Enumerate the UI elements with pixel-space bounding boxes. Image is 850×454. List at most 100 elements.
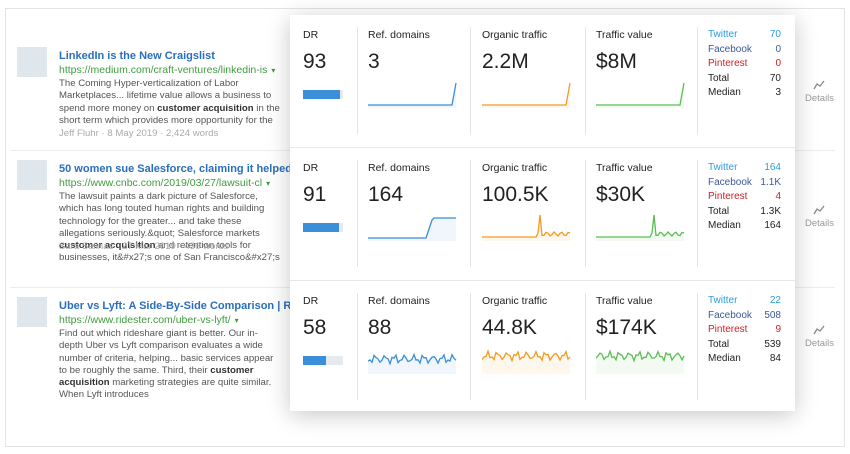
- social-value: 84: [769, 353, 781, 364]
- social-value: 4: [775, 191, 781, 202]
- metrics-row: DR 91 Ref. domains 164 Organic traffic 100.5K…: [290, 148, 795, 281]
- dr-bar-fill: [303, 356, 327, 365]
- social-label: Facebook: [708, 176, 752, 188]
- column-divider: [357, 293, 358, 400]
- url-caret: ▾: [266, 179, 271, 188]
- snippet-part: and retention tools for businesses, it&#…: [59, 240, 280, 264]
- article-snippet: The lawsuit paints a dark picture of Sal…: [59, 191, 281, 265]
- metric-label: Traffic value: [596, 162, 653, 174]
- social-value: 539: [764, 338, 781, 350]
- dr-bar: [303, 356, 343, 365]
- column-divider: [470, 160, 471, 267]
- row-separator: [290, 280, 795, 281]
- social-label: Twitter: [708, 162, 738, 173]
- dr-bar-fill: [303, 90, 341, 99]
- column-divider: [697, 293, 698, 400]
- article-title[interactable]: Uber vs Lyft: A Side-By-Side Comparison …: [59, 300, 295, 312]
- details-button[interactable]: Details: [805, 205, 835, 229]
- social-value: 164: [764, 162, 781, 173]
- trend-icon: [813, 80, 825, 90]
- metric-label: Traffic value: [596, 295, 653, 307]
- metric-value: 58: [303, 316, 327, 339]
- social-label: Median: [708, 220, 741, 231]
- article-title[interactable]: LinkedIn is the New Craigslist: [59, 50, 215, 62]
- details-button[interactable]: Details: [805, 325, 835, 349]
- meta-sep: ·: [175, 241, 185, 252]
- metrics-row: DR 58 Ref. domains 88 Organic traffic 44.8K Tr…: [290, 281, 795, 412]
- metric-value: 2.2M: [482, 50, 529, 73]
- results-frame: [5, 8, 845, 447]
- social-label: Total: [708, 205, 730, 217]
- thumbnail: [17, 47, 47, 77]
- article-snippet: The Coming Hyper-verticalization of Labo…: [59, 78, 281, 127]
- details-label: Details: [805, 218, 835, 229]
- sparkline: [368, 352, 457, 374]
- metric-label: Ref. domains: [368, 29, 430, 41]
- snippet-part: The lawsuit paints a dark picture of Sal…: [59, 191, 265, 239]
- thumbnail: [17, 160, 47, 190]
- social-label: Median: [708, 353, 741, 364]
- date: 8 May 2019: [107, 128, 158, 139]
- metric-label: DR: [303, 295, 319, 307]
- snippet-part: marketing strategies are quite similar. …: [59, 377, 272, 401]
- social-value: 0: [775, 43, 781, 55]
- article-title[interactable]: 50 women sue Salesforce, claiming it hel…: [59, 163, 292, 175]
- column-divider: [697, 160, 698, 267]
- social-value: 508: [764, 309, 781, 321]
- details-label: Details: [805, 93, 835, 104]
- article-snippet: Find out which rideshare giant is better…: [59, 328, 281, 402]
- column-divider: [585, 293, 586, 400]
- column-divider: [470, 27, 471, 134]
- meta-sep: ·: [98, 128, 108, 139]
- metric-value: $30K: [596, 183, 646, 206]
- metric-label: Organic traffic: [482, 29, 548, 41]
- sparkline: [368, 217, 456, 241]
- sparkline: [368, 82, 457, 108]
- details-label: Details: [805, 338, 835, 349]
- social-value: 1.1K: [760, 176, 781, 188]
- metrics-popup: DR 93 Ref. domains 3 Organic traffic 2.2M Traf…: [290, 15, 795, 411]
- dr-bar: [303, 223, 343, 232]
- social-label: Total: [708, 72, 730, 84]
- social-value: 70: [769, 29, 781, 40]
- metric-value: 44.8K: [482, 316, 537, 339]
- meta-sep: ·: [113, 241, 122, 252]
- author: Jeff Fluhr: [59, 128, 99, 139]
- snippet-part: The Coming Hyper-verticalization of Labo…: [59, 78, 272, 114]
- metric-value: 88: [368, 316, 392, 339]
- url-text[interactable]: https://www.cnbc.com/2019/03/27/lawsuit-…: [59, 177, 263, 189]
- metric-value: $8M: [596, 50, 637, 73]
- word-count: 436 words: [184, 241, 229, 252]
- dr-bar: [303, 90, 343, 99]
- metric-value: 91: [303, 183, 327, 206]
- social-label: Twitter: [708, 29, 738, 40]
- metric-label: DR: [303, 162, 319, 174]
- article-url: https://www.cnbc.com/2019/03/27/lawsuit-…: [59, 177, 270, 189]
- metric-value: 3: [368, 50, 380, 73]
- social-value: 1.3K: [760, 205, 781, 217]
- url-text[interactable]: https://www.ridester.com/uber-vs-lyft/: [59, 314, 231, 326]
- url-text[interactable]: https://medium.com/craft-ventures/linked…: [59, 64, 268, 76]
- social-label: Facebook: [708, 43, 752, 55]
- sparkline: [596, 214, 685, 241]
- sparkline: [482, 214, 571, 241]
- word-count: 2,424 words: [166, 128, 219, 139]
- trend-icon: [813, 325, 825, 335]
- snippet-part: in the short term which provides more op…: [59, 102, 280, 126]
- social-label: Twitter: [708, 295, 738, 306]
- details-button[interactable]: Details: [805, 80, 835, 104]
- trend-icon: [813, 205, 825, 215]
- column-divider: [585, 27, 586, 134]
- social-label: Pinterest: [708, 58, 748, 69]
- row-separator: [290, 147, 795, 148]
- social-value: 3: [775, 87, 781, 98]
- social-value: 22: [769, 295, 781, 306]
- metric-label: Organic traffic: [482, 295, 548, 307]
- article-meta: Sara Salinas · 27 Mar 2019 · 436 words: [59, 241, 229, 252]
- metric-label: Organic traffic: [482, 162, 548, 174]
- snippet-part: Find out which rideshare giant is better…: [59, 328, 274, 376]
- meta-sep: ·: [157, 128, 167, 139]
- sparkline: [482, 349, 571, 374]
- article-url: https://medium.com/craft-ventures/linked…: [59, 64, 275, 76]
